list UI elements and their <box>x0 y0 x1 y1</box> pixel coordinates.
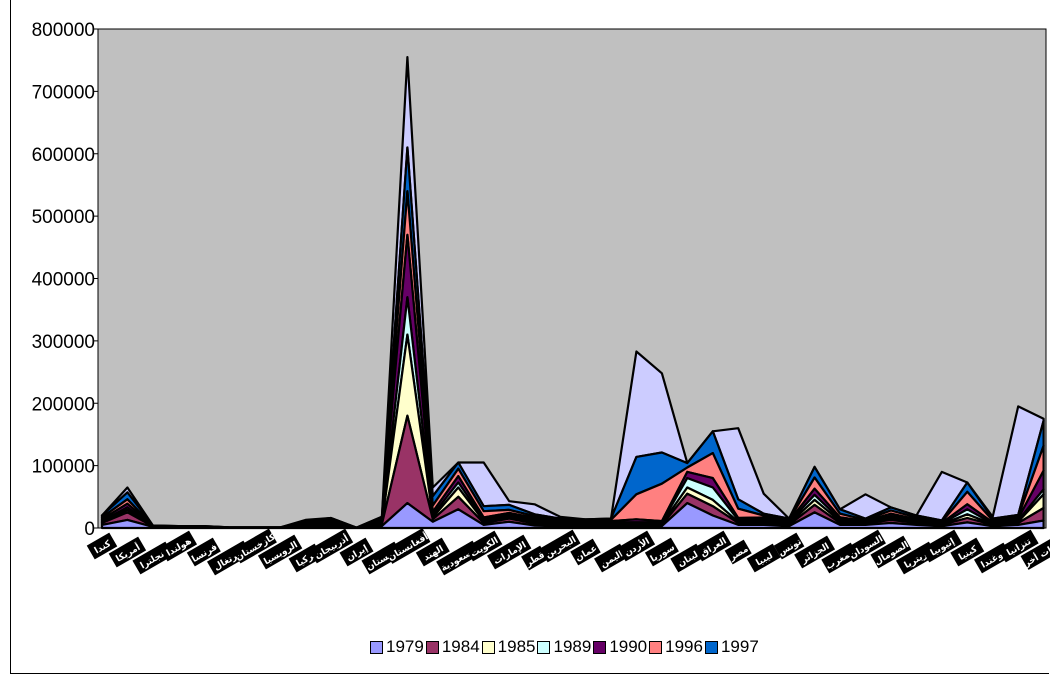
y-tick-label: 200000 <box>32 394 95 415</box>
legend-swatch <box>649 640 663 654</box>
x-category-box <box>570 538 601 566</box>
x-category-box <box>746 543 781 573</box>
x-category-box <box>384 528 431 564</box>
y-tick-label: 800000 <box>32 20 95 41</box>
x-axis-categories: كندا أمريكاإنجلتراهولندافرنساالبرتغالكازخ… <box>86 528 1050 576</box>
x-category-box <box>950 537 985 567</box>
legend-swatch <box>704 640 718 654</box>
x-category-box <box>415 537 450 567</box>
x-category-box <box>308 528 354 564</box>
x-category-box <box>773 532 805 560</box>
x-category-box <box>794 535 836 569</box>
x-category-box <box>870 535 912 569</box>
y-axis-ticks: 0 100000 200000 300000 400000 500000 600000 700… <box>32 20 98 540</box>
x-category-box <box>617 530 656 562</box>
legend-item: 1984 <box>425 637 480 657</box>
legend-label: 1984 <box>441 637 480 656</box>
legend-swatch <box>370 640 383 654</box>
legend-label: 1989 <box>553 637 592 656</box>
series-area-1979 <box>100 502 1045 530</box>
legend-swatch <box>425 640 439 654</box>
legend-swatch <box>537 640 551 654</box>
legend-item: 1989 <box>537 637 591 657</box>
chart-frame <box>10 0 1049 674</box>
legend-label: 1979 <box>386 637 424 656</box>
legend-item: 1997 <box>704 637 759 657</box>
x-category-box <box>186 537 221 567</box>
plot-background <box>97 28 1047 529</box>
legend-item: 1990 <box>593 637 647 657</box>
x-category-box <box>724 539 752 565</box>
legend-swatch <box>593 640 607 654</box>
x-category: العراق <box>694 530 732 562</box>
y-tick-label: 700000 <box>32 82 95 103</box>
y-tick-label: 300000 <box>32 332 95 353</box>
legend-swatch <box>481 640 495 654</box>
x-category-box <box>257 534 303 570</box>
x-category-box <box>670 543 705 573</box>
x-category-box <box>694 530 732 562</box>
x-category-box <box>159 530 198 562</box>
legend-item: 1985 <box>481 637 536 657</box>
legend-item: 1996 <box>649 637 703 657</box>
x-category-box <box>845 529 886 563</box>
legend-label: 1996 <box>665 637 703 656</box>
legend: 1979 1984 1985 1989 1990 1996 1997 <box>370 636 761 658</box>
x-category-box <box>644 537 679 567</box>
y-tick-label: 600000 <box>32 145 95 166</box>
plot-area <box>97 28 1047 530</box>
y-tick-label: 500000 <box>32 207 95 228</box>
x-category-box <box>108 536 147 568</box>
x-category-box <box>339 537 374 567</box>
x-category-box <box>594 543 628 573</box>
y-tick-label: 400000 <box>32 270 95 291</box>
legend-item: 1979 <box>370 637 424 657</box>
y-tick-label: 100000 <box>32 457 95 478</box>
x-category-box <box>539 529 581 563</box>
legend-label: 1985 <box>497 637 536 656</box>
x-category-box <box>86 532 118 560</box>
legend-label: 1997 <box>720 637 759 656</box>
x-category-box <box>921 529 963 563</box>
x-category-box <box>1020 534 1050 570</box>
x-category-box <box>521 545 549 571</box>
x-category-box <box>487 534 532 570</box>
y-tick-label: 0 <box>84 519 95 540</box>
x-category-box <box>464 530 503 562</box>
legend-label: 1990 <box>609 637 648 656</box>
x-category-box <box>997 529 1039 563</box>
x-category-box <box>232 528 277 564</box>
